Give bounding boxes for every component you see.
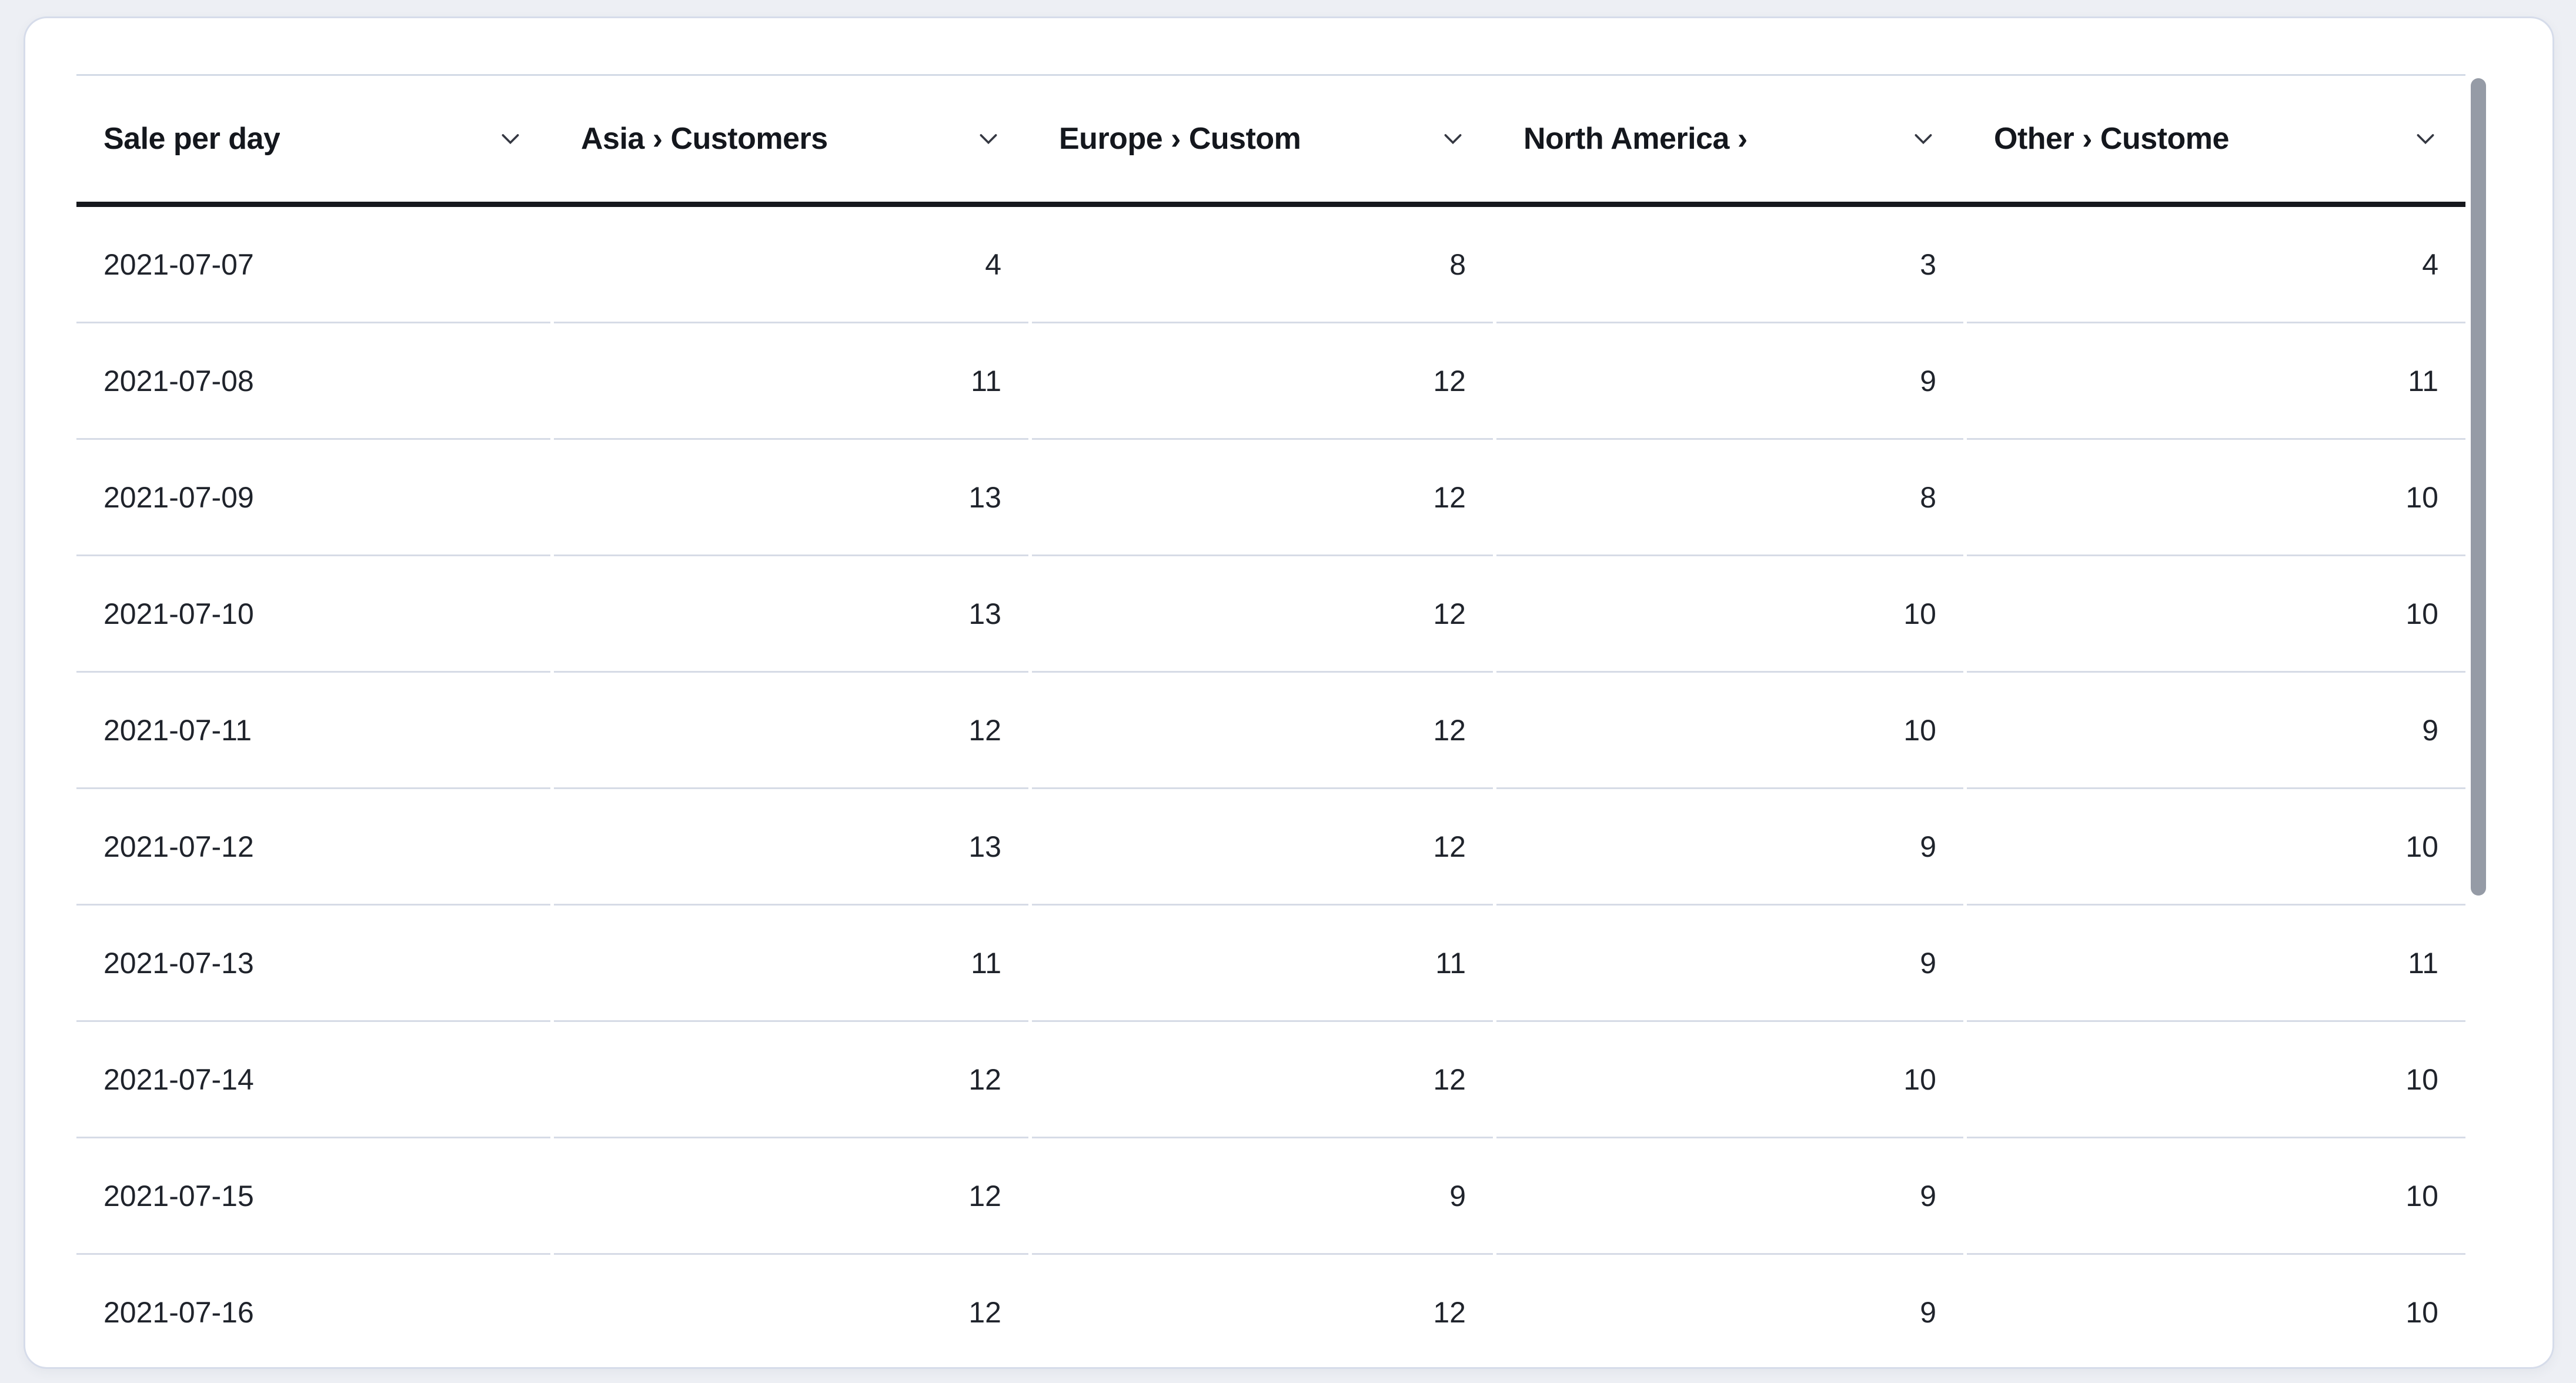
table-row: 2021-07-11 12 12 10 9: [76, 673, 2465, 789]
value-cell[interactable]: 8: [1032, 207, 1493, 323]
column-header-label: Other › Custome: [1994, 122, 2229, 156]
date-cell[interactable]: 2021-07-15: [76, 1138, 550, 1255]
date-cell[interactable]: 2021-07-13: [76, 906, 550, 1022]
date-cell[interactable]: 2021-07-10: [76, 556, 550, 673]
date-cell[interactable]: 2021-07-08: [76, 323, 550, 440]
column-header-label: Sale per day: [103, 122, 280, 156]
value-cell[interactable]: 4: [1967, 207, 2465, 323]
value-cell[interactable]: 11: [1967, 323, 2465, 440]
column-header-asia-customers[interactable]: Asia › Customers: [554, 76, 1028, 202]
value-cell[interactable]: 12: [554, 673, 1028, 789]
value-cell[interactable]: 12: [1032, 323, 1493, 440]
value-cell[interactable]: 13: [554, 789, 1028, 906]
header-divider: [76, 202, 2465, 207]
table-row: 2021-07-13 11 11 9 11: [76, 906, 2465, 1022]
value-cell[interactable]: 10: [1967, 1022, 2465, 1138]
value-cell[interactable]: 12: [1032, 673, 1493, 789]
value-cell[interactable]: 12: [554, 1022, 1028, 1138]
value-cell[interactable]: 12: [1032, 440, 1493, 556]
value-cell[interactable]: 9: [1496, 323, 1963, 440]
vertical-scrollbar-thumb[interactable]: [2471, 78, 2486, 896]
value-cell[interactable]: 10: [1967, 440, 2465, 556]
value-cell[interactable]: 10: [1967, 1138, 2465, 1255]
value-cell[interactable]: 12: [1032, 1022, 1493, 1138]
value-cell[interactable]: 12: [554, 1138, 1028, 1255]
value-cell[interactable]: 10: [1967, 556, 2465, 673]
value-cell[interactable]: 13: [554, 440, 1028, 556]
value-cell[interactable]: 9: [1967, 673, 2465, 789]
value-cell[interactable]: 9: [1496, 1255, 1963, 1367]
table-row: 2021-07-12 13 12 9 10: [76, 789, 2465, 906]
table-row: 2021-07-09 13 12 8 10: [76, 440, 2465, 556]
value-cell[interactable]: 9: [1496, 906, 1963, 1022]
table-row: 2021-07-14 12 12 10 10: [76, 1022, 2465, 1138]
chevron-down-icon[interactable]: [975, 126, 1001, 152]
date-cell[interactable]: 2021-07-14: [76, 1022, 550, 1138]
value-cell[interactable]: 11: [554, 323, 1028, 440]
date-cell[interactable]: 2021-07-09: [76, 440, 550, 556]
value-cell[interactable]: 9: [1496, 1138, 1963, 1255]
value-cell[interactable]: 12: [554, 1255, 1028, 1367]
date-cell[interactable]: 2021-07-07: [76, 207, 550, 323]
data-table-card: Sale per day Asia › Customers Europe › C…: [24, 16, 2554, 1369]
data-grid: Sale per day Asia › Customers Europe › C…: [76, 74, 2465, 1367]
chevron-down-icon[interactable]: [2413, 126, 2438, 152]
table-row: 2021-07-16 12 12 9 10: [76, 1255, 2465, 1367]
column-header-europe-customers[interactable]: Europe › Custom: [1032, 76, 1493, 202]
date-cell[interactable]: 2021-07-12: [76, 789, 550, 906]
value-cell[interactable]: 11: [554, 906, 1028, 1022]
date-cell[interactable]: 2021-07-16: [76, 1255, 550, 1367]
table-header-row: Sale per day Asia › Customers Europe › C…: [76, 74, 2465, 202]
column-header-label: Asia › Customers: [581, 122, 828, 156]
chevron-down-icon[interactable]: [1440, 126, 1466, 152]
value-cell[interactable]: 13: [554, 556, 1028, 673]
value-cell[interactable]: 10: [1967, 789, 2465, 906]
chevron-down-icon[interactable]: [497, 126, 523, 152]
value-cell[interactable]: 8: [1496, 440, 1963, 556]
table-row: 2021-07-08 11 12 9 11: [76, 323, 2465, 440]
column-header-north-america-customers[interactable]: North America ›: [1496, 76, 1963, 202]
chevron-down-icon[interactable]: [1910, 126, 1936, 152]
value-cell[interactable]: 4: [554, 207, 1028, 323]
value-cell[interactable]: 11: [1967, 906, 2465, 1022]
value-cell[interactable]: 9: [1032, 1138, 1493, 1255]
value-cell[interactable]: 10: [1967, 1255, 2465, 1367]
value-cell[interactable]: 10: [1496, 1022, 1963, 1138]
value-cell[interactable]: 3: [1496, 207, 1963, 323]
value-cell[interactable]: 10: [1496, 673, 1963, 789]
column-header-label: Europe › Custom: [1059, 122, 1301, 156]
value-cell[interactable]: 9: [1496, 789, 1963, 906]
table-row: 2021-07-07 4 8 3 4: [76, 207, 2465, 323]
value-cell[interactable]: 11: [1032, 906, 1493, 1022]
table-row: 2021-07-10 13 12 10 10: [76, 556, 2465, 673]
column-header-other-customers[interactable]: Other › Custome: [1967, 76, 2465, 202]
column-header-sale-per-day[interactable]: Sale per day: [76, 76, 550, 202]
date-cell[interactable]: 2021-07-11: [76, 673, 550, 789]
value-cell[interactable]: 10: [1496, 556, 1963, 673]
value-cell[interactable]: 12: [1032, 1255, 1493, 1367]
value-cell[interactable]: 12: [1032, 556, 1493, 673]
value-cell[interactable]: 12: [1032, 789, 1493, 906]
column-header-label: North America ›: [1523, 122, 1748, 156]
table-row: 2021-07-15 12 9 9 10: [76, 1138, 2465, 1255]
